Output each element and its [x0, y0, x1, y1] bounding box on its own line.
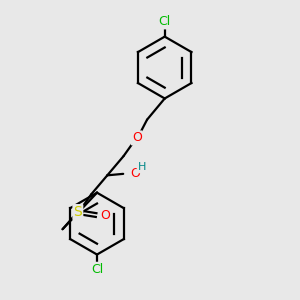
- Text: H: H: [138, 162, 146, 172]
- Text: O: O: [132, 131, 142, 144]
- Text: O: O: [130, 167, 140, 180]
- Text: O: O: [100, 209, 110, 222]
- Text: Cl: Cl: [159, 15, 171, 28]
- Text: S: S: [74, 205, 82, 219]
- Text: Cl: Cl: [91, 263, 103, 276]
